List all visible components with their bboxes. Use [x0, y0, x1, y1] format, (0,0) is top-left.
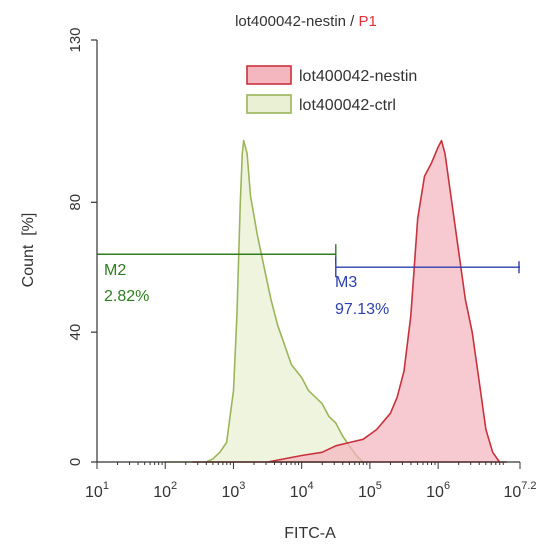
x-tick-exponent: 4: [308, 480, 314, 492]
x-tick-exponent: 5: [376, 480, 382, 492]
x-tick-base: 10: [503, 484, 521, 501]
x-tick-base: 10: [221, 484, 239, 501]
x-tick-base: 10: [85, 484, 103, 501]
marker-m2-label: M2: [104, 262, 126, 279]
x-tick-base: 10: [153, 484, 171, 501]
x-tick-exponent: 2: [171, 480, 177, 492]
y-axis-label: Count [%]: [20, 213, 37, 288]
legend: lot400042-nestin lot400042-ctrl: [246, 65, 417, 114]
x-tick-label: 104: [290, 480, 314, 501]
x-tick-base: 10: [290, 484, 308, 501]
x-tick-label: 107.2: [503, 480, 536, 501]
y-tick-label: 130: [67, 27, 84, 52]
x-tick-label: 105: [358, 480, 382, 501]
y-tick-label: 40: [67, 324, 84, 341]
y-tick-label: 0: [67, 458, 84, 466]
legend-swatch-ctrl: [246, 94, 292, 114]
marker-m3-percent: 97.13%: [335, 301, 389, 318]
y-tick-label: 80: [67, 194, 84, 211]
marker-m2-percent: 2.82%: [104, 288, 149, 305]
chart-title-gate: P1: [359, 13, 377, 30]
legend-swatch-nestin: [246, 65, 292, 85]
x-tick-exponent: 3: [239, 480, 245, 492]
x-tick-label: 103: [221, 480, 245, 501]
x-tick-label: 102: [153, 480, 177, 501]
x-tick-label: 106: [426, 480, 450, 501]
x-tick-label: 101: [85, 480, 109, 501]
chart-title: lot400042-nestin / P1: [235, 13, 377, 30]
x-axis-label: FITC-A: [284, 525, 336, 542]
legend-label-nestin: lot400042-nestin: [299, 68, 417, 85]
chart-title-separator: /: [346, 13, 359, 30]
series-area-nestin: [191, 139, 508, 463]
marker-m3-label: M3: [335, 274, 357, 291]
x-ticks: 101 102 103 104 105 106 107.2: [85, 462, 537, 501]
x-tick-exponent: 1: [103, 480, 109, 492]
chart-title-part: lot400042-nestin: [235, 13, 346, 30]
marker-layer: M2 2.82% M3 97.13%: [97, 244, 520, 318]
series-area-ctrl: [164, 139, 371, 463]
legend-label-ctrl: lot400042-ctrl: [299, 97, 396, 114]
x-tick-exponent: 6: [444, 480, 450, 492]
x-tick-base: 10: [358, 484, 376, 501]
series-layer: [164, 139, 508, 463]
y-ticks: 0 40 80 130: [67, 27, 97, 466]
x-tick-base: 10: [426, 484, 444, 501]
x-tick-exponent: 7.2: [521, 480, 536, 492]
